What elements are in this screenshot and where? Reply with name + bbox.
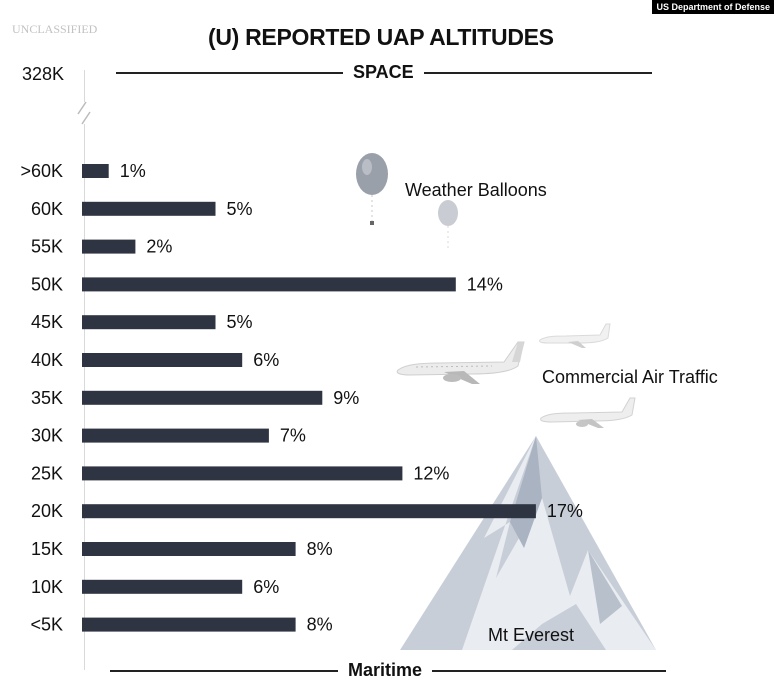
y-tick-label-gt-60k: >60K <box>20 161 63 181</box>
y-tick-label-40k: 40K <box>31 350 63 370</box>
y-tick-label-30k: 30K <box>31 426 63 446</box>
annotation-mt-everest: Mt Everest <box>488 625 575 645</box>
bar-20k <box>82 504 536 519</box>
y-tick-label-45k: 45K <box>31 312 63 332</box>
bar-40k <box>82 353 243 367</box>
y-tick-label-35k: 35K <box>31 388 63 408</box>
bar-55k <box>82 239 136 254</box>
annotation-commercial-air-traffic: Commercial Air Traffic <box>542 367 718 387</box>
y-tick-label-10k: 10K <box>31 577 63 597</box>
value-label-60k: 5% <box>227 199 253 219</box>
value-label-55k: 2% <box>146 237 172 257</box>
y-tick-label-15k: 15K <box>31 539 63 559</box>
y-tick-label-lt-5k: <5K <box>30 615 63 635</box>
annotation-weather-balloons: Weather Balloons <box>405 180 547 200</box>
value-label-40k: 6% <box>253 350 279 370</box>
bar-45k <box>82 315 216 330</box>
mountain-illustration <box>400 436 656 650</box>
bar-25k <box>82 466 403 481</box>
agency-badge: US Department of Defense <box>652 0 774 14</box>
value-label-10k: 6% <box>253 577 279 597</box>
bar-60k <box>82 201 216 216</box>
axis-break-icon <box>77 101 91 125</box>
weather-balloon-large-icon <box>356 153 388 225</box>
bar-50k <box>82 277 456 292</box>
top-altitude-label: 328K <box>22 64 65 84</box>
bar-gt-60k <box>82 164 109 178</box>
space-label: SPACE <box>343 62 424 83</box>
y-tick-label-55k: 55K <box>31 237 63 257</box>
maritime-label: Maritime <box>338 660 433 681</box>
y-tick-label-60k: 60K <box>31 199 63 219</box>
airplane-top-icon <box>539 323 611 348</box>
chart-title: (U) REPORTED UAP ALTITUDES <box>208 24 554 50</box>
y-tick-label-25k: 25K <box>31 463 63 483</box>
bar-10k <box>82 579 243 594</box>
y-tick-label-20k: 20K <box>31 501 63 521</box>
airplane-bottom-icon <box>540 397 636 428</box>
bar-35k <box>82 390 323 405</box>
value-label-30k: 7% <box>280 426 306 446</box>
value-label-gt-60k: 1% <box>120 161 146 181</box>
weather-balloon-small-icon <box>438 200 458 248</box>
bar-lt-5k <box>82 617 296 632</box>
airplane-large-icon <box>396 341 525 384</box>
bar-15k <box>82 542 296 556</box>
value-label-25k: 12% <box>413 463 449 483</box>
classification-marking: UNCLASSIFIED <box>12 22 98 36</box>
value-label-50k: 14% <box>467 274 503 294</box>
value-label-15k: 8% <box>307 539 333 559</box>
value-label-45k: 5% <box>227 312 253 332</box>
y-tick-label-50k: 50K <box>31 274 63 294</box>
bar-30k <box>82 428 269 443</box>
value-label-lt-5k: 8% <box>307 615 333 635</box>
value-label-35k: 9% <box>333 388 359 408</box>
y-axis-line <box>84 70 85 670</box>
value-label-20k: 17% <box>547 501 583 521</box>
